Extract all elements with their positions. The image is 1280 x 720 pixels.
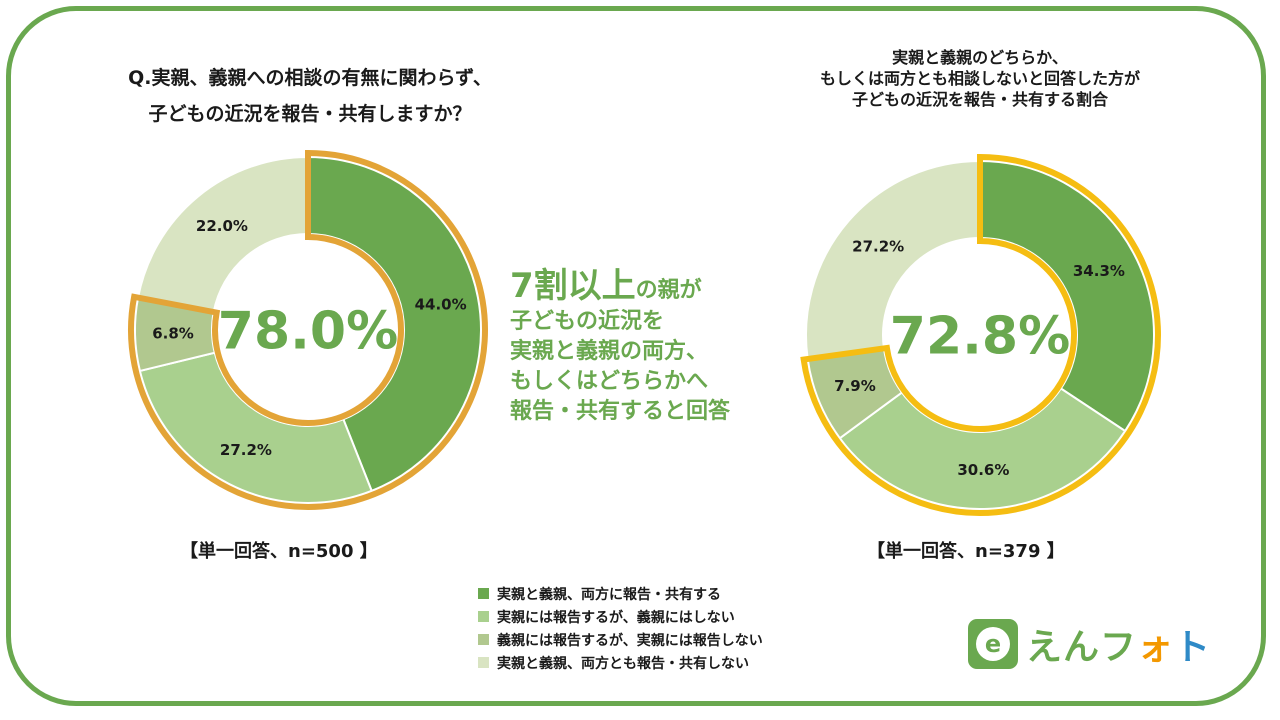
slice-value-label: 27.2% <box>852 237 904 255</box>
slice-value-label: 30.6% <box>957 461 1009 479</box>
logo-icon: e <box>968 619 1018 669</box>
donut-slice <box>805 159 981 361</box>
e-circle-icon: e <box>976 627 1010 661</box>
left-title-line1: Q.実親、義親への相談の有無に関わらず、 <box>128 67 492 89</box>
logo-text: えんフォト <box>1026 618 1211 670</box>
highlight-outline <box>128 149 488 510</box>
slice-value-label: 34.3% <box>1073 262 1125 280</box>
legend-item: 実親には報告するが、義親にはしない <box>478 605 763 628</box>
legend-item: 実親と義親、両方とも報告・共有しない <box>478 651 763 674</box>
legend-swatch <box>478 634 489 645</box>
callout-highlight: 7割以上 <box>510 266 636 306</box>
brand-logo: e えんフォト <box>968 618 1211 670</box>
right-title-line3: 子どもの近況を報告・共有する割合 <box>851 90 1108 109</box>
slice-value-label: 7.9% <box>834 377 876 395</box>
logo-text-part3: ト <box>1174 627 1212 668</box>
callout-highlight-suffix: の親が <box>635 278 702 303</box>
legend-item: 義親には報告するが、実親には報告しない <box>478 628 763 651</box>
right-donut-chart: 34.3% 30.6% 7.9% 27.2% 72.8% <box>800 153 1161 516</box>
callout-text: 7割以上の親が 子どもの近況を 実親と義親の両方、 もしくはどちらかへ 報告・共… <box>510 258 790 427</box>
left-sample-note: 【単一回答、n=500 】 <box>180 541 378 562</box>
slice-value-label: 6.8% <box>152 324 194 342</box>
center-percentage: 72.8% <box>890 307 1070 367</box>
legend-label: 実親と義親、両方とも報告・共有しない <box>497 655 749 672</box>
logo-text-part2: ォ <box>1137 627 1175 668</box>
callout-line3: もしくはどちらかへ <box>510 369 709 394</box>
logo-icon-letter: e <box>985 630 1001 658</box>
legend-label: 実親には報告するが、義親にはしない <box>497 609 735 626</box>
legend-label: 義親には報告するが、実親には報告しない <box>497 632 763 649</box>
slice-value-label: 22.0% <box>196 217 248 235</box>
right-chart-title: 実親と義親のどちらか、 もしくは両方とも相談しないと回答した方が 子どもの近況を… <box>740 47 1220 110</box>
legend-swatch <box>478 611 489 622</box>
right-title-line2: もしくは両方とも相談しないと回答した方が <box>819 69 1140 88</box>
left-donut-chart: 44.0% 27.2% 6.8% 22.0% 78.0% <box>128 149 488 510</box>
callout-line4: 報告・共有すると回答 <box>510 399 731 424</box>
donut-slice <box>136 155 309 314</box>
legend-swatch <box>478 588 489 599</box>
right-title-line1: 実親と義親のどちらか、 <box>892 48 1068 67</box>
highlight-outline <box>800 153 1161 516</box>
legend-label: 実親と義親、両方に報告・共有する <box>497 586 721 603</box>
slice-value-label: 44.0% <box>415 296 467 314</box>
legend-swatch <box>478 657 489 668</box>
outer-frame <box>6 6 1266 706</box>
left-title-line2: 子どもの近況を報告・共有しますか？ <box>148 103 472 125</box>
slice-value-label: 27.2% <box>220 441 272 459</box>
left-chart-title: Q.実親、義親への相談の有無に関わらず、 子どもの近況を報告・共有しますか？ <box>80 60 540 132</box>
callout-line2: 実親と義親の両方、 <box>510 339 709 364</box>
callout-line1: 子どもの近況を <box>510 309 665 334</box>
donut-slice <box>138 351 373 504</box>
legend-item: 実親と義親、両方に報告・共有する <box>478 582 763 605</box>
logo-text-part1: えんフ <box>1026 627 1138 668</box>
right-sample-note: 【単一回答、n=379 】 <box>867 541 1065 562</box>
legend: 実親と義親、両方に報告・共有する 実親には報告するが、義親にはしない 義親には報… <box>478 582 763 674</box>
center-percentage: 78.0% <box>218 302 398 362</box>
